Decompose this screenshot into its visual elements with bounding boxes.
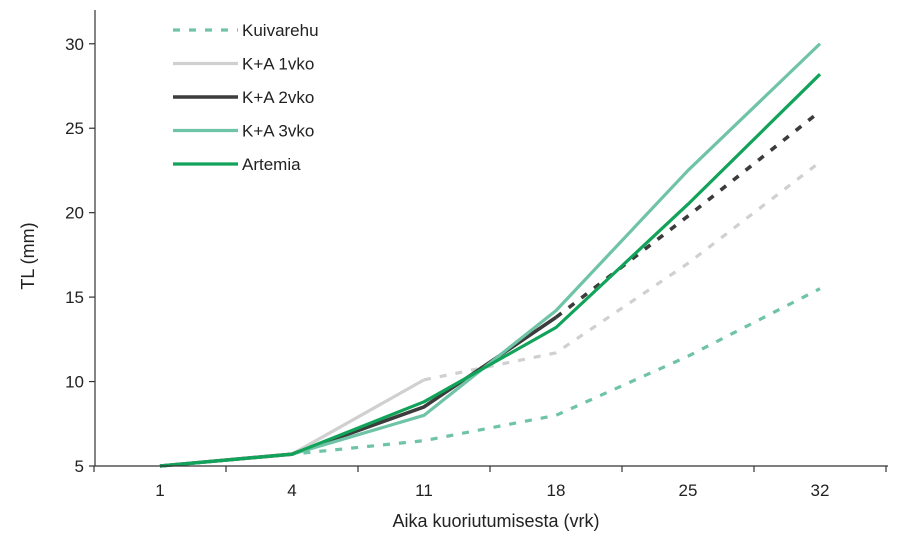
legend-label-kuivarehu: Kuivarehu	[242, 21, 319, 40]
series-layer	[159, 42, 822, 468]
series-k-a-1vko-projection	[423, 160, 821, 382]
y-tick-label: 20	[65, 204, 84, 223]
x-tick-label: 25	[679, 481, 698, 500]
series-k-a-2vko-projection	[554, 109, 822, 319]
axes: 5 10 15 20 25 30 1 4 11 18 25 32	[65, 10, 888, 500]
x-tick-label: 11	[415, 481, 433, 500]
x-tick-label: 1	[155, 481, 164, 500]
series-k-a-2vko-line	[159, 315, 558, 468]
x-tick-label: 32	[811, 481, 830, 500]
x-tick-label: 18	[547, 481, 566, 500]
x-axis-title: Aika kuoriutumisesta (vrk)	[392, 511, 599, 531]
y-tick-label: 15	[65, 288, 84, 307]
series-artemia-line	[159, 73, 822, 468]
y-tick-label: 5	[75, 457, 84, 476]
legend-label-k-a-1vko: K+A 1vko	[242, 55, 314, 74]
legend: Kuivarehu K+A 1vko K+A 2vko K+A 3vko Artemia	[173, 21, 319, 174]
legend-label-k-a-2vko: K+A 2vko	[242, 88, 314, 107]
y-tick-label: 30	[65, 35, 84, 54]
legend-label-artemia: Artemia	[242, 155, 301, 174]
series-kuivarehu-line	[159, 287, 821, 468]
x-tick-label: 4	[287, 481, 296, 500]
y-tick-label: 25	[65, 119, 84, 138]
legend-label-k-a-3vko: K+A 3vko	[242, 122, 314, 141]
y-tick-label: 10	[65, 373, 84, 392]
legend-background	[242, 8, 352, 258]
y-axis-title: TL (mm)	[18, 222, 38, 289]
